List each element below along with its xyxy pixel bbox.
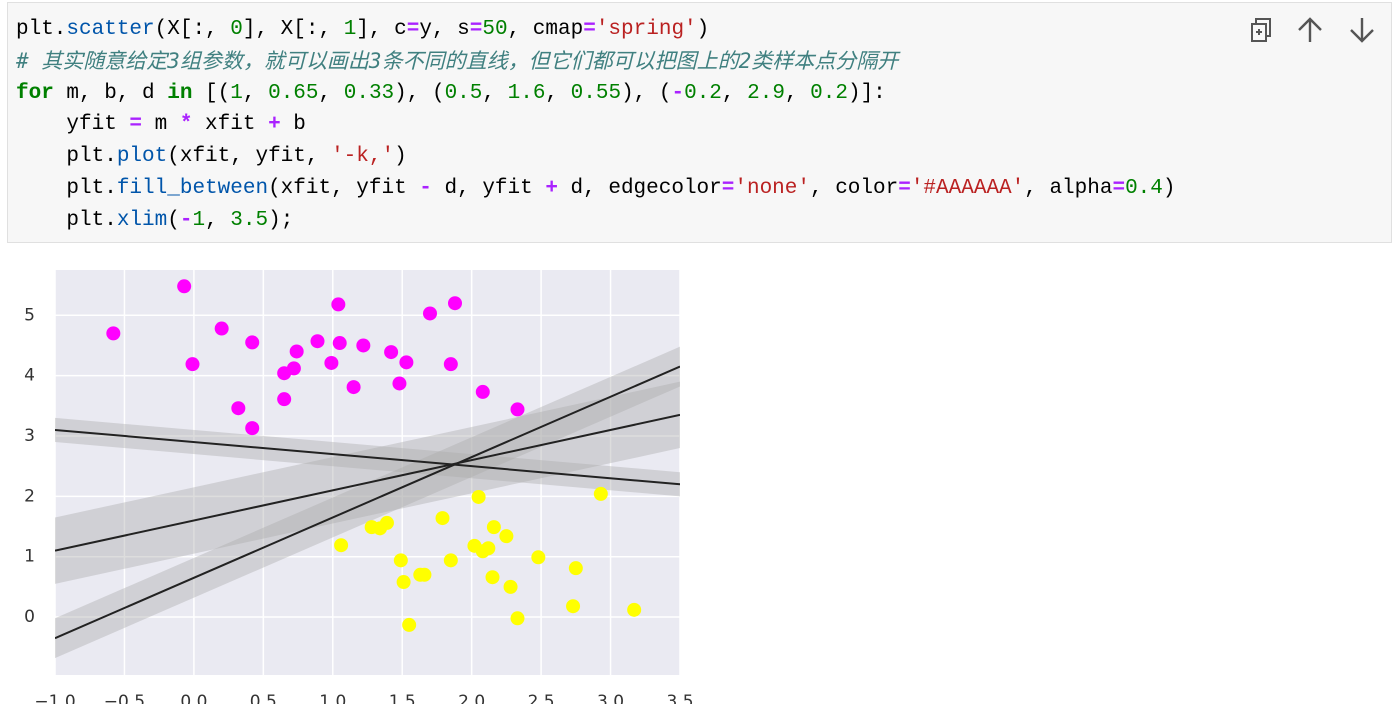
point	[423, 306, 437, 321]
x-tick-label: 1.0	[319, 692, 346, 704]
x-tick-label: −0.5	[104, 692, 145, 704]
code-line: plt.plot(xfit, yfit, '-k,')	[16, 145, 407, 169]
cell-toolbar	[1247, 15, 1377, 45]
point	[510, 611, 525, 626]
point	[481, 541, 496, 556]
fit-line	[55, 365, 680, 640]
code-line: plt.scatter(X[:, 0], X[:, 1], c=y, s=50,…	[16, 18, 710, 41]
code-cell[interactable]: plt.scatter(X[:, 0], X[:, 1], c=y, s=50,…	[7, 2, 1392, 243]
point	[485, 570, 500, 585]
fit-line	[55, 413, 680, 552]
point	[106, 326, 121, 341]
fit-line	[55, 428, 680, 486]
point	[346, 380, 361, 395]
y-tick-label: 0	[24, 607, 35, 627]
code-line: for m, b, d in [(1, 0.65, 0.33), (0.5, 1…	[16, 81, 886, 105]
x-tick-label: 3.0	[597, 692, 624, 704]
point	[402, 617, 417, 632]
point	[384, 345, 399, 360]
y-tick-label: 1	[24, 547, 35, 567]
point	[286, 361, 301, 376]
point	[245, 335, 260, 350]
point	[566, 599, 581, 614]
move-down-button[interactable]	[1347, 15, 1377, 45]
point	[443, 357, 458, 372]
move-up-button[interactable]	[1295, 15, 1325, 45]
x-tick-label: 3.5	[666, 692, 693, 704]
point	[399, 355, 414, 370]
point	[393, 553, 408, 568]
copy-button[interactable]	[1247, 15, 1273, 45]
point	[435, 511, 450, 526]
point	[214, 321, 229, 336]
code-line: # 其实随意给定3组参数，就可以画出3条不同的直线，但它们都可以把图上的2类样本…	[16, 48, 899, 73]
point	[396, 575, 411, 590]
x-tick-label: 2.0	[458, 692, 485, 704]
code: plt.scatter(X[:, 0], X[:, 1], c=y, s=50,…	[16, 14, 1176, 237]
x-tick-label: 0.0	[180, 692, 207, 704]
point	[277, 392, 292, 407]
point	[475, 384, 490, 399]
point	[471, 489, 486, 504]
point	[448, 296, 462, 311]
point	[510, 402, 525, 417]
point	[356, 338, 371, 353]
x-tick-label: −1.0	[34, 692, 75, 704]
point	[443, 553, 458, 568]
point	[486, 520, 501, 535]
point	[310, 334, 325, 349]
point	[627, 602, 642, 617]
point	[503, 579, 518, 594]
code-line: yfit = m * xfit + b	[16, 113, 306, 137]
point	[231, 401, 246, 416]
point	[392, 376, 407, 391]
x-tick-label: 2.5	[528, 692, 555, 704]
point	[334, 538, 349, 553]
chart: 0 1 2 3 4 5 −1.0 −0.5 0.0 0.5 1.0 1.5 2.0 2.5 3.0 3.5	[24, 270, 694, 704]
point	[324, 355, 339, 370]
code-line: plt.xlim(-1, 3.5);	[16, 208, 294, 232]
point	[185, 357, 200, 372]
point	[245, 421, 260, 436]
point	[499, 529, 514, 544]
code-line: plt.fill_between(xfit, yfit - d, yfit + …	[16, 176, 1176, 200]
point	[332, 336, 347, 351]
y-tick-label: 2	[24, 486, 35, 506]
point	[331, 297, 346, 312]
y-tick-label: 4	[24, 366, 35, 386]
x-tick-label: 1.5	[389, 692, 416, 704]
point	[531, 550, 546, 565]
point	[177, 279, 192, 294]
point	[417, 567, 432, 582]
x-tick-label: 0.5	[250, 692, 277, 704]
point	[593, 486, 608, 501]
point	[289, 344, 304, 359]
point	[568, 561, 583, 576]
y-tick-label: 3	[24, 426, 35, 446]
point	[379, 515, 394, 530]
y-tick-label: 5	[24, 305, 35, 325]
